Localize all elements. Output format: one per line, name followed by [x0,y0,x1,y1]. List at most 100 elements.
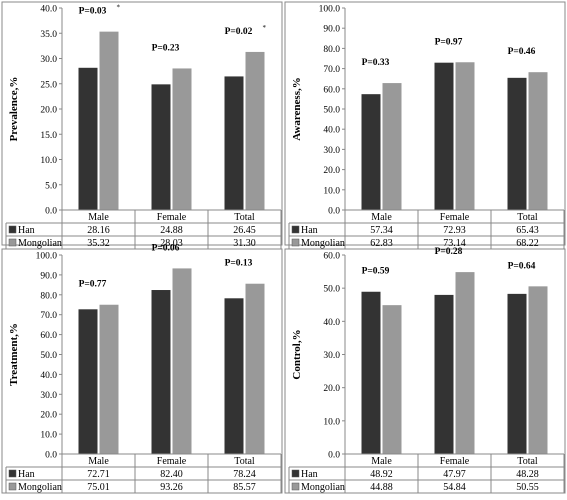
data-value-label: 54.84 [443,482,466,493]
bar-mongolian-male [99,31,119,210]
bar-han-male [78,67,98,211]
y-tick-label: 20.0 [323,166,340,176]
bar-han-male [361,291,381,454]
data-value-label: 65.43 [516,225,539,236]
legend-swatch-mongolian [291,482,300,491]
y-tick-label: 60.0 [40,331,57,341]
data-value-label: 68.22 [516,238,539,249]
y-tick-label: 40.0 [40,5,57,15]
y-tick-label: 15.0 [40,131,57,141]
chart-panel-4: Control,% 0.0 10.0 20.0 30.0 40.0 50.0 60.0 P=0.… [284,247,566,494]
y-tick-label: 0.0 [45,451,57,461]
data-value-label: 57.34 [370,225,393,236]
y-tick-label: 25.0 [40,80,57,90]
legend-label-mongolian: Mongolian [301,482,345,493]
legend-swatch-han [8,225,17,234]
y-tick-label: 20.0 [40,411,57,421]
y-tick-label: 90.0 [323,25,340,35]
bar-mongolian-female [172,68,192,210]
x-category-label: Male [88,212,109,223]
legend-label-han: Han [301,225,318,236]
y-tick-label: 10.0 [323,417,340,427]
data-value-label: 47.97 [443,469,466,480]
y-tick-label: 20.0 [40,106,57,116]
chart-panel-3: Treatment,% 0.0 10.0 20.0 30.0 40.0 50.0 60.0 70… [1,243,283,494]
y-tick-label: 35.0 [40,30,57,40]
bar-mongolian-total [245,51,265,211]
data-value-label: 85.57 [233,482,256,493]
y-tick-label: 70.0 [323,65,340,75]
y-tick-label: 40.0 [323,318,340,328]
y-tick-label: 0.0 [328,451,340,461]
data-value-label: 48.92 [370,469,393,480]
y-axis-label: Prevalence,% [8,77,20,142]
data-value-label: 35.32 [87,238,110,249]
y-tick-label: 30.0 [40,55,57,65]
data-value-label: 75.01 [87,482,110,493]
x-category-label: Female [440,456,470,467]
data-value-label: 62.83 [370,238,393,249]
bar-han-total [224,298,244,454]
p-value-significance-marker: * [117,4,121,12]
p-value-annotation: P=0.59 [362,267,390,277]
y-tick-label: 90.0 [40,271,57,281]
y-tick-label: 50.0 [323,106,340,116]
data-value-label: 72.93 [443,225,466,236]
y-tick-label: 50.0 [323,285,340,295]
y-axis-label: Treatment,% [8,323,20,386]
y-tick-label: 30.0 [323,351,340,361]
bar-mongolian-female [455,62,475,210]
x-category-label: Female [440,212,470,223]
p-value-annotation: P=0.02 [225,27,253,37]
x-category-label: Male [371,212,392,223]
legend-swatch-han [8,469,17,478]
y-tick-label: 40.0 [323,126,340,136]
bar-han-total [224,76,244,211]
y-tick-label: 60.0 [323,85,340,95]
p-value-annotation: P=0.97 [435,37,463,47]
y-tick-label: 0.0 [45,207,57,217]
x-category-label: Male [371,456,392,467]
bar-han-female [434,62,454,211]
legend-swatch-han [291,225,300,234]
bar-mongolian-male [99,304,119,454]
y-tick-label: 10.0 [323,186,340,196]
y-tick-label: 10.0 [40,156,57,166]
bar-mongolian-male [382,305,402,454]
p-value-annotation: P=0.13 [225,259,253,269]
bar-mongolian-female [455,272,475,454]
bar-mongolian-female [172,268,192,454]
bar-han-female [151,290,171,454]
data-value-label: 28.16 [87,225,110,236]
x-category-label: Total [234,456,255,467]
p-value-annotation: P=0.77 [79,280,107,290]
y-tick-label: 50.0 [40,351,57,361]
y-axis-label: Awareness,% [291,77,303,140]
bar-han-male [361,94,381,210]
y-tick-label: 10.0 [40,431,57,441]
chart-panel-1: Prevalence,% 0.0 5.0 10.0 15.0 20.0 25.0 30.0 35… [1,1,283,250]
y-tick-label: 20.0 [323,384,340,394]
data-value-label: 93.26 [160,482,183,493]
bar-han-total [507,77,527,211]
y-axis-label: Control,% [291,329,303,379]
legend-swatch-mongolian [8,482,17,491]
data-value-label: 72.71 [87,469,110,480]
p-value-annotation: P=0.46 [508,47,536,57]
y-tick-label: 40.0 [40,371,57,381]
y-tick-label: 0.0 [328,207,340,217]
legend-swatch-han [291,469,300,478]
y-tick-label: 100.0 [319,5,341,15]
p-value-annotation: P=0.23 [152,43,180,53]
data-value-label: 26.45 [233,225,256,236]
data-value-label: 73.14 [443,238,466,249]
chart-panel-2: Awareness,% 0.0 10.0 20.0 30.0 40.0 50.0 60.0 70… [284,1,566,250]
p-value-significance-marker: * [263,24,267,32]
bar-han-total [507,293,527,454]
bar-han-female [434,294,454,454]
data-value-label: 31.30 [233,238,256,249]
p-value-annotation: P=0.03 [79,7,107,17]
y-tick-label: 80.0 [323,45,340,55]
